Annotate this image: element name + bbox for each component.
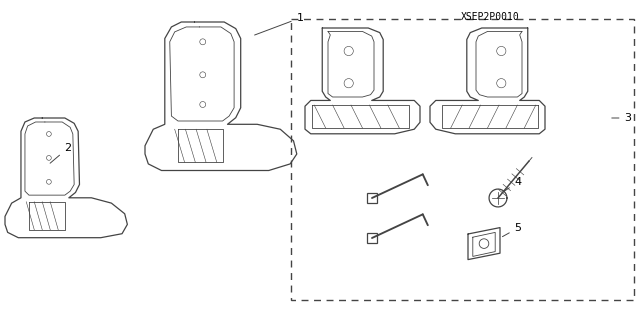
Text: 2: 2	[50, 143, 72, 163]
Text: 4: 4	[502, 177, 522, 192]
Bar	[291, 19, 634, 300]
Bar	[367, 233, 377, 243]
Text: XSEP2P0010: XSEP2P0010	[461, 12, 520, 22]
Text: 1: 1	[255, 13, 303, 35]
Text: 5: 5	[502, 223, 522, 237]
Bar	[367, 193, 377, 203]
Text: 3: 3	[612, 113, 632, 123]
